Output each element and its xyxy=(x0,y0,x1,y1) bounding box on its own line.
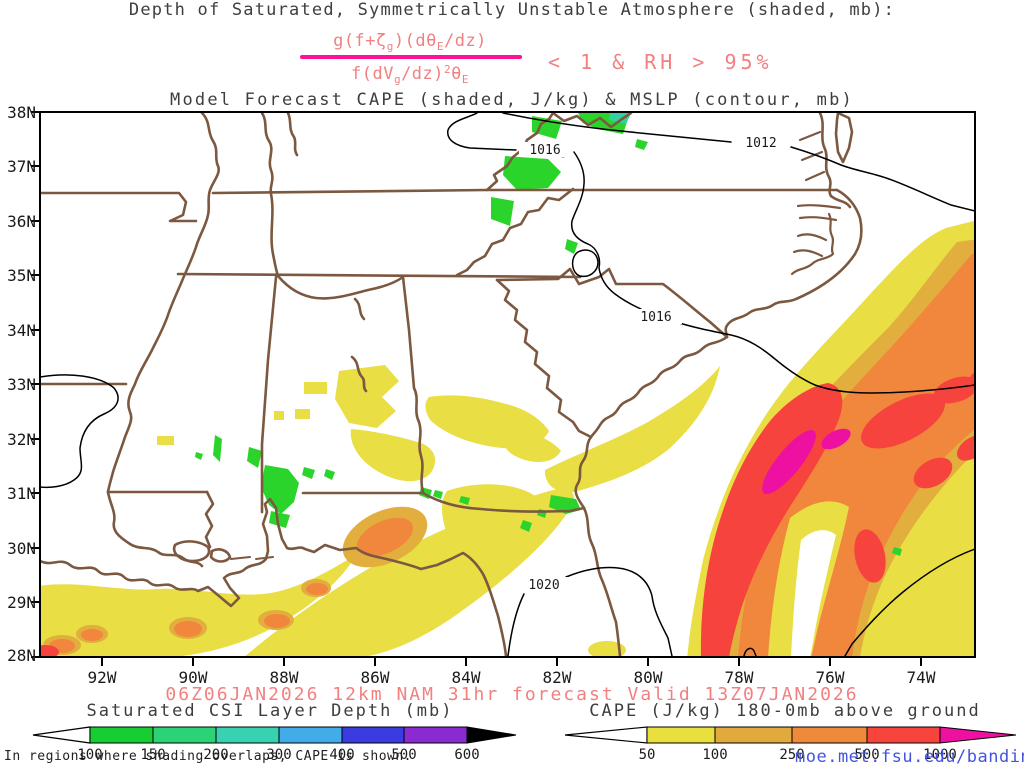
banding-url-link[interactable]: moe.met.fsu.edu/banding xyxy=(795,747,1024,767)
csi-colorbar-segment xyxy=(215,726,280,744)
cape-colorbar-segment xyxy=(714,726,793,744)
lat-axis-label: 31N xyxy=(7,484,36,503)
csi-tick-label: 300 xyxy=(266,747,291,763)
lon-axis-label: 74W xyxy=(907,668,936,687)
cape-colorbar-segment xyxy=(866,726,941,744)
cape-colorbar-segment xyxy=(646,726,716,744)
shaded-fields: 1016 1012 1016 1020 xyxy=(41,113,974,656)
cape-colorbar: 50 100 250 500 1000 xyxy=(564,726,1017,763)
lon-axis-label: 78W xyxy=(725,668,754,687)
cape-colorbar-title: CAPE (J/kg) 180-0mb above ground xyxy=(589,701,981,721)
csi-tick-label: 500 xyxy=(391,747,416,763)
cape-colorbar-right-arrow xyxy=(939,726,1017,744)
cape-colorbar-segment xyxy=(791,726,868,744)
mslp-contours xyxy=(41,113,974,656)
cape-band-gap-white xyxy=(791,530,836,656)
lon-axis-label: 80W xyxy=(634,668,663,687)
csi-colorbar: 100 150 200 300 400 500 600 xyxy=(32,726,517,763)
map-subtitle: Model Forecast CAPE (shaded, J/kg) & MSL… xyxy=(170,90,854,110)
cape-shading-magenta xyxy=(762,428,851,494)
lat-axis-label: 34N xyxy=(7,321,36,340)
contour-labels: 1016 1012 1016 1020 xyxy=(518,135,787,593)
cape-colorbar-left-arrow xyxy=(564,726,648,744)
csi-colorbar-segment xyxy=(152,726,217,744)
lat-axis-label: 33N xyxy=(7,375,36,394)
lat-axis-label: 35N xyxy=(7,266,36,285)
csi-colorbar-left-arrow xyxy=(32,726,91,744)
axis-ticks xyxy=(31,111,922,666)
formula-condition: < 1 & RH > 95% xyxy=(548,50,773,74)
lon-axis-label: 88W xyxy=(270,668,299,687)
lat-axis-label: 32N xyxy=(7,430,36,449)
formula-denominator: f(dVg/dz)2θE xyxy=(350,63,470,86)
lat-axis-label: 36N xyxy=(7,212,36,231)
csi-colorbar-ticks: 100 150 200 300 400 500 600 xyxy=(77,747,479,763)
lat-axis: 38N 37N 36N 35N 34N 33N 32N 31N 30N 29N … xyxy=(7,103,36,665)
cape-tick-label: 1000 xyxy=(923,747,957,763)
fraction-bar xyxy=(300,55,522,59)
contour-label: 1016 xyxy=(640,310,671,325)
lon-axis-label: 92W xyxy=(88,668,117,687)
csi-colorbar-segment xyxy=(89,726,154,744)
contour-label: 1020 xyxy=(528,578,559,593)
csi-tick-label: 600 xyxy=(454,747,479,763)
csi-colorbar-segment xyxy=(403,726,468,744)
lon-axis-label: 84W xyxy=(452,668,481,687)
csi-colorbar-right-arrow xyxy=(466,726,517,744)
csi-tick-label: 400 xyxy=(329,747,354,763)
page-title: Depth of Saturated, Symmetrically Unstab… xyxy=(128,0,896,20)
contour-label: 1016 xyxy=(529,143,560,158)
csi-tick-label: 100 xyxy=(77,747,102,763)
lon-axis: 92W 90W 88W 86W 84W 82W 80W 78W 76W 74W xyxy=(88,668,936,687)
cape-tick-label: 50 xyxy=(639,747,656,763)
csi-colorbar-title: Saturated CSI Layer Depth (mb) xyxy=(86,701,454,721)
overlap-note: In regions where shading overlaps, CAPE … xyxy=(4,749,413,764)
lon-axis-label: 82W xyxy=(543,668,572,687)
csi-colorbar-segment xyxy=(278,726,343,744)
lat-axis-label: 28N xyxy=(7,646,36,665)
contour-label: 1012 xyxy=(745,136,776,151)
cape-tick-label: 100 xyxy=(702,747,727,763)
cape-colorbar-ticks: 50 100 250 500 1000 xyxy=(639,747,957,763)
lat-axis-label: 30N xyxy=(7,539,36,558)
csi-tick-label: 150 xyxy=(140,747,165,763)
lon-axis-label: 86W xyxy=(361,668,390,687)
lat-axis-label: 29N xyxy=(7,593,36,612)
formula-numerator: g(f+ζg)(dθE/dz) xyxy=(333,31,487,53)
lat-axis-label: 38N xyxy=(7,103,36,122)
cape-tick-label: 250 xyxy=(779,747,804,763)
csi-tick-label: 200 xyxy=(203,747,228,763)
lon-axis-label: 76W xyxy=(816,668,845,687)
lat-axis-label: 37N xyxy=(7,157,36,176)
csi-colorbar-segment xyxy=(341,726,405,744)
cape-tick-label: 500 xyxy=(854,747,879,763)
state-borders xyxy=(41,113,863,656)
forecast-valid-line: 06Z06JAN2026 12km NAM 31hr forecast Vali… xyxy=(165,684,859,705)
lon-axis-label: 90W xyxy=(179,668,208,687)
